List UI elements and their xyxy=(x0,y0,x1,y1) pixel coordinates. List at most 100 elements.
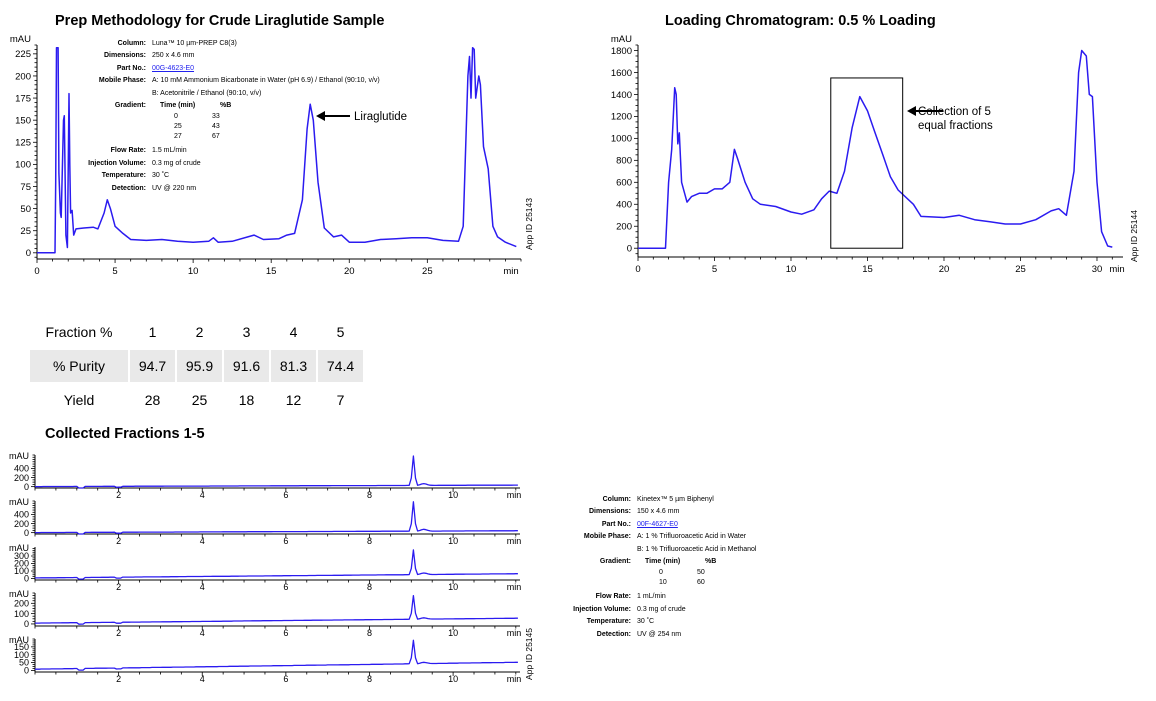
info-label: Injection Volume: xyxy=(88,159,146,167)
x-tick-label: 8 xyxy=(367,582,372,592)
info-value: 150 x 4.6 mm xyxy=(637,508,680,516)
y-tick-label: 25 xyxy=(20,226,31,237)
table-header-row: Fraction % 1 2 3 4 5 xyxy=(30,316,363,348)
info-label: Flow Rate: xyxy=(595,593,631,601)
info-label: Mobile Phase: xyxy=(583,533,631,541)
chromatogram-trace xyxy=(35,549,518,580)
info-label: Temperature: xyxy=(586,618,631,626)
info-value: A: 1 % Trifluoroacetic Acid in Water xyxy=(637,533,747,541)
collected-title: Collected Fractions 1-5 xyxy=(45,426,205,442)
y-tick-label: 200 xyxy=(616,222,632,233)
part-number-link[interactable]: 00F-4627-E0 xyxy=(637,520,678,528)
y-tick-label: 0 xyxy=(627,244,632,255)
info-label: Dimensions: xyxy=(103,52,146,60)
info-row: Flow Rate: 1.5 mL/min xyxy=(36,145,380,157)
x-tick-label: 10 xyxy=(448,674,458,684)
gradient-b: 33 xyxy=(212,113,220,121)
x-tick-label: 8 xyxy=(367,628,372,638)
y-tick-label: 75 xyxy=(20,182,31,193)
row-label: Yield xyxy=(63,392,95,408)
info-row: Dimensions: 250 x 4.6 mm xyxy=(36,50,380,62)
gradient-row: Gradient: Time (min) %B xyxy=(521,556,756,568)
info-label: Part No.: xyxy=(601,520,631,528)
y-tick-label: 1800 xyxy=(611,46,632,57)
x-tick-label: 2 xyxy=(116,490,121,500)
x-tick-label: 30 xyxy=(1092,264,1103,275)
x-tick-label: 20 xyxy=(344,266,355,277)
info-value: UV @ 220 nm xyxy=(152,184,197,192)
info-label: Mobile Phase: xyxy=(98,77,146,85)
y-axis-label: mAU xyxy=(9,497,29,507)
collection-label-line2: equal fractions xyxy=(918,120,993,132)
collection-label-line1: Collection of 5 xyxy=(918,106,991,118)
x-tick-label: 10 xyxy=(448,536,458,546)
y-axis-label: mAU xyxy=(10,34,31,45)
gradient-time: 0 xyxy=(174,113,178,121)
info-row: Mobile Phase: A: 1 % Trifluoroacetic Acid… xyxy=(521,531,757,556)
header-cell: 1 xyxy=(148,324,157,340)
y-tick-label: 400 xyxy=(616,200,632,211)
x-tick-label: 10 xyxy=(188,266,199,277)
x-axis-label: min xyxy=(507,536,522,546)
x-tick-label: 0 xyxy=(635,264,640,275)
cell: 12 xyxy=(285,392,302,408)
chromatogram-trace xyxy=(35,455,518,489)
y-axis-label: mAU xyxy=(9,635,29,645)
x-tick-label: 4 xyxy=(200,674,205,684)
info-label: Detection: xyxy=(111,184,146,192)
chromatogram-trace xyxy=(35,639,518,671)
info-row: Dimensions: 150 x 4.6 mm xyxy=(521,506,756,518)
info-value-2: B: Acetonitrile / Ethanol (90:10, v/v) xyxy=(152,89,262,97)
cell: 7 xyxy=(336,392,345,408)
fractions-table: Fraction % 1 2 3 4 5 % Purity 94.7 95.9 … xyxy=(28,314,365,418)
info-label: Column: xyxy=(117,40,146,47)
arrow-head-icon xyxy=(316,111,325,121)
gradient-b: 60 xyxy=(697,579,705,587)
prep-chart-title: Prep Methodology for Crude Liraglutide S… xyxy=(55,13,385,29)
x-axis-label: min xyxy=(503,266,518,277)
y-tick-label: 50 xyxy=(20,204,31,215)
x-tick-label: 2 xyxy=(116,536,121,546)
x-axis-label: min xyxy=(507,628,522,638)
info-value: 1 mL/min xyxy=(637,593,666,601)
y-tick-label: 300 xyxy=(14,551,29,561)
x-tick-label: 8 xyxy=(367,674,372,684)
y-tick-label: 150 xyxy=(15,115,31,126)
info-row: Detection: UV @ 220 nm xyxy=(36,183,380,195)
liraglutide-label: Liraglutide xyxy=(354,111,408,123)
info-row: Part No.: 00F-4627-E0 xyxy=(521,519,756,531)
part-number-link[interactable]: 00G-4623-E0 xyxy=(152,64,195,72)
x-tick-label: 4 xyxy=(200,536,205,546)
x-tick-label: 6 xyxy=(283,536,288,546)
y-tick-label: 100 xyxy=(15,160,31,171)
x-tick-label: 5 xyxy=(712,264,717,275)
x-tick-label: 10 xyxy=(448,628,458,638)
collected-method-info: Column: Kinetex™ 5 µm Biphenyl Dimensions:… xyxy=(521,494,756,641)
x-axis-label: min xyxy=(1109,264,1124,275)
cell: 18 xyxy=(238,392,255,408)
chromatogram-trace xyxy=(35,501,518,535)
y-tick-label: 100 xyxy=(14,609,29,619)
x-tick-label: 2 xyxy=(116,628,121,638)
gradient-b-header: %B xyxy=(705,558,717,566)
header-cell: 5 xyxy=(336,324,345,340)
x-tick-label: 5 xyxy=(112,266,117,277)
x-axis-label: min xyxy=(507,490,522,500)
app-id-watermark: App ID 25143 xyxy=(524,198,534,250)
info-value-2: B: 1 % Trifluoroacetic Acid in Methanol xyxy=(637,545,757,553)
cell: 25 xyxy=(191,392,208,408)
app-id-watermark: App ID 25144 xyxy=(1129,210,1139,262)
info-row: Part No.: 00G-4623-E0 xyxy=(36,63,380,75)
y-tick-label: 0 xyxy=(24,528,29,538)
info-value: A: 10 mM Ammonium Bicarbonate in Water (… xyxy=(152,77,380,85)
x-tick-label: 6 xyxy=(283,628,288,638)
y-tick-label: 225 xyxy=(15,49,31,60)
info-label: Temperature: xyxy=(101,172,146,180)
info-value: 30 ˚C xyxy=(637,618,655,626)
info-label: Gradient: xyxy=(599,558,631,566)
x-tick-label: 4 xyxy=(200,490,205,500)
x-tick-label: 6 xyxy=(283,490,288,500)
x-tick-label: 0 xyxy=(34,266,39,277)
x-tick-label: 2 xyxy=(116,582,121,592)
